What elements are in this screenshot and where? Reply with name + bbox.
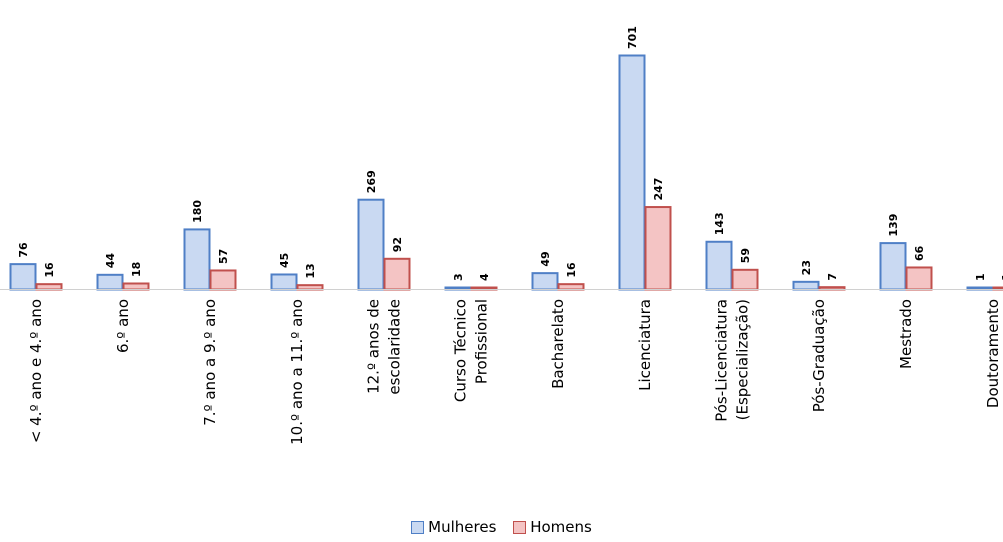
value-label-homens-10-ano-a-11-ano: 13 xyxy=(304,263,317,278)
bars-group xyxy=(9,54,1003,291)
category-label-licenciatura: Licenciatura xyxy=(636,299,654,391)
value-label-homens-4-ano-e-4-ano: 16 xyxy=(43,262,56,278)
value-label-mulheres-7-ano-a-9-ano: 180 xyxy=(191,200,204,223)
bar-mulheres-pos-licenciatura-especializacao xyxy=(705,240,733,291)
value-label-homens-7-ano-a-9-ano: 57 xyxy=(217,249,230,264)
value-label-mulheres-6-ano: 44 xyxy=(104,253,117,269)
legend-label-mulheres: Mulheres xyxy=(428,518,497,536)
category-label-bacharelato: Bacharelato xyxy=(549,299,567,389)
value-label-mulheres-pos-licenciatura-especializacao: 143 xyxy=(713,212,726,235)
value-label-mulheres-licenciatura: 701 xyxy=(626,26,639,49)
bar-homens-10-ano-a-11-ano xyxy=(296,284,324,291)
value-label-mulheres-bacharelato: 49 xyxy=(539,251,552,266)
category-label-mestrado: Mestrado xyxy=(897,299,915,369)
category-labels-group: < 4.º ano e 4.º ano 6.º ano 7.º ano a 9.º … xyxy=(27,299,1002,445)
legend-item-homens: Homens xyxy=(513,518,592,536)
bar-mulheres-4-ano-e-4-ano xyxy=(9,263,37,291)
value-label-homens-pos-licenciatura-especializacao: 59 xyxy=(739,248,752,263)
legend-item-mulheres: Mulheres xyxy=(411,518,496,536)
value-label-mulheres-12-anos-de-escolaridade: 269 xyxy=(365,170,378,193)
category-label-12-anos-de-escolaridade: 12.º anos de escolaridade xyxy=(365,299,404,395)
value-label-mulheres-10-ano-a-11-ano: 45 xyxy=(278,253,291,268)
value-label-homens-curso-tecnico-profissional: 4 xyxy=(478,273,491,281)
bar-homens-bacharelato xyxy=(557,283,585,291)
bar-mulheres-10-ano-a-11-ano xyxy=(270,273,298,291)
bar-homens-doutoramento xyxy=(992,286,1003,291)
value-label-homens-doutoramento: 1 xyxy=(1000,273,1003,281)
bar-homens-mestrado xyxy=(905,266,933,291)
bar-mulheres-mestrado xyxy=(879,242,907,291)
legend-swatch-homens xyxy=(513,520,527,534)
value-label-homens-licenciatura: 247 xyxy=(652,178,665,201)
bar-mulheres-bacharelato xyxy=(531,272,559,291)
category-label-7-ano-a-9-ano: 7.º ano a 9.º ano xyxy=(201,299,219,426)
category-label-doutoramento: Doutoramento xyxy=(984,299,1002,408)
category-label-pos-graduacao: Pós-Graduação xyxy=(810,299,828,412)
bar-homens-12-anos-de-escolaridade xyxy=(383,257,411,291)
value-label-homens-pos-graduacao: 7 xyxy=(826,273,839,281)
value-label-mulheres-curso-tecnico-profissional: 3 xyxy=(452,273,465,281)
bar-mulheres-licenciatura xyxy=(618,54,646,291)
category-label-pos-licenciatura-especializacao: Pós-Licenciatura (Especialização) xyxy=(713,299,752,422)
bar-mulheres-6-ano xyxy=(96,273,124,291)
legend-label-homens: Homens xyxy=(530,518,592,536)
bar-mulheres-7-ano-a-9-ano xyxy=(183,228,211,291)
value-label-homens-bacharelato: 16 xyxy=(565,262,578,278)
value-label-mulheres-pos-graduacao: 23 xyxy=(800,260,813,275)
bar-homens-6-ano xyxy=(122,282,150,291)
category-label-4-ano-e-4-ano: < 4.º ano e 4.º ano xyxy=(27,299,45,443)
chart-legend: Mulheres Homens xyxy=(0,518,1003,538)
bar-homens-7-ano-a-9-ano xyxy=(209,269,237,291)
category-label-curso-tecnico-profissional: Curso Técnico Profissional xyxy=(452,299,491,402)
value-labels-group: 76 16 44 18 180 57 45 13 269 92 3 4 49 16 701 247 143 59 2… xyxy=(17,26,1003,281)
legend-swatch-mulheres xyxy=(411,520,425,534)
category-label-6-ano: 6.º ano xyxy=(114,299,132,353)
value-label-mulheres-doutoramento: 1 xyxy=(974,273,987,281)
bar-mulheres-pos-graduacao xyxy=(792,280,820,291)
bar-homens-pos-licenciatura-especializacao xyxy=(731,268,759,291)
value-label-mulheres-4-ano-e-4-ano: 76 xyxy=(17,242,30,258)
bar-mulheres-12-anos-de-escolaridade xyxy=(357,198,385,291)
value-label-homens-12-anos-de-escolaridade: 92 xyxy=(391,237,404,252)
category-label-10-ano-a-11-ano: 10.º ano a 11.º ano xyxy=(288,299,306,445)
value-label-homens-mestrado: 66 xyxy=(913,245,926,261)
bar-homens-4-ano-e-4-ano xyxy=(35,283,63,291)
value-label-mulheres-mestrado: 139 xyxy=(887,214,900,237)
bar-homens-licenciatura xyxy=(644,206,672,291)
value-label-homens-6-ano: 18 xyxy=(130,262,143,277)
